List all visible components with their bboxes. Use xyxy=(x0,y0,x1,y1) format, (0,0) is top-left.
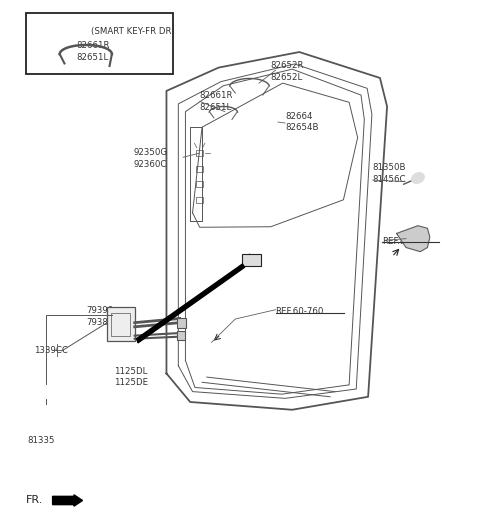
Bar xyxy=(111,313,130,335)
Bar xyxy=(178,318,186,329)
Bar xyxy=(196,181,204,188)
Ellipse shape xyxy=(411,172,424,183)
Text: 92350G
92360C: 92350G 92360C xyxy=(133,148,168,169)
Bar xyxy=(178,332,185,340)
FancyArrow shape xyxy=(53,495,83,506)
Text: 81335: 81335 xyxy=(27,436,55,445)
Text: REF.60-760: REF.60-760 xyxy=(276,307,324,316)
Text: 1125DL
1125DE: 1125DL 1125DE xyxy=(114,367,148,387)
Bar xyxy=(242,254,261,266)
Text: REF.81-824: REF.81-824 xyxy=(383,237,431,246)
Bar xyxy=(107,307,135,341)
Text: 82664
82654B: 82664 82654B xyxy=(285,112,319,133)
Text: 81350B
81456C: 81350B 81456C xyxy=(373,163,407,184)
Text: 82661R
82651L: 82661R 82651L xyxy=(200,91,233,112)
Text: FR.: FR. xyxy=(25,496,43,506)
Text: 1339CC: 1339CC xyxy=(34,346,68,355)
Bar xyxy=(196,196,204,203)
Text: 82652R
82652L: 82652R 82652L xyxy=(271,61,304,82)
Bar xyxy=(25,13,173,74)
Text: (SMART KEY-FR DR): (SMART KEY-FR DR) xyxy=(91,27,174,36)
Polygon shape xyxy=(396,226,430,252)
Bar xyxy=(196,150,204,156)
Bar xyxy=(196,166,204,172)
Text: 82661R
82651L: 82661R 82651L xyxy=(76,41,110,62)
Text: 79390
79380: 79390 79380 xyxy=(86,306,113,327)
Polygon shape xyxy=(137,264,245,343)
